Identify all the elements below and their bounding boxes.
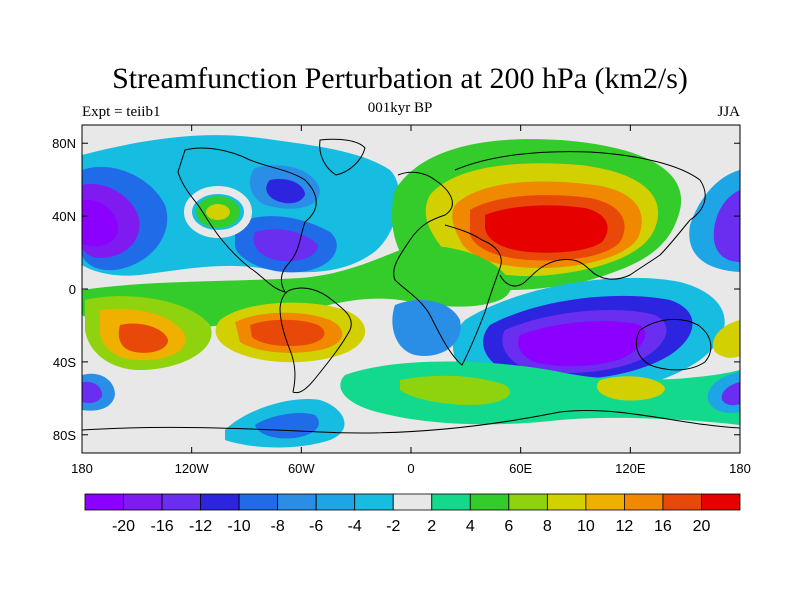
colorbar-swatch	[662, 493, 702, 511]
colorbar-swatch	[701, 493, 741, 511]
north-america-coast	[177, 147, 317, 293]
time-label: 001kyr BP	[367, 100, 433, 116]
lon-tick-label: 60E	[509, 461, 532, 476]
contour-field	[82, 125, 740, 453]
lat-tick-label: 80N	[52, 136, 76, 151]
lon-tick-label: 120E	[615, 461, 646, 476]
coastlines	[82, 138, 740, 434]
latitude-axis: 80N 40N 0 40S 80S	[52, 136, 740, 443]
north-pacific-core	[82, 199, 119, 247]
experiment-label: Expt = teiib1	[82, 104, 161, 120]
lat-tick-label: 40N	[52, 209, 76, 224]
antarctic-blue	[255, 413, 319, 439]
colorbar-swatch	[354, 493, 394, 511]
colorbar-label: -6	[309, 518, 323, 535]
north-america-low-inner	[253, 229, 318, 262]
asian-high-peak	[485, 205, 608, 253]
colorbar-label: 20	[693, 518, 711, 535]
lon-tick-label: 60W	[288, 461, 315, 476]
tasman-yellow	[712, 320, 740, 358]
australia-coast	[635, 318, 712, 371]
lon-tick-label: 180	[71, 461, 93, 476]
colorbar-label: 8	[543, 518, 552, 535]
colorbar-label: 2	[427, 518, 436, 535]
colorbar-label: 6	[504, 518, 513, 535]
south-indian-low-right-core	[721, 382, 740, 406]
colorbar-swatch	[123, 493, 163, 511]
colorbar-swatch	[431, 493, 471, 511]
season-label: JJA	[717, 104, 740, 120]
colorbar-label: 10	[577, 518, 595, 535]
colorbar-swatch	[546, 493, 587, 511]
lon-tick-label: 180	[729, 461, 751, 476]
colorbar-label: -2	[386, 518, 400, 535]
colorbar-swatch	[200, 493, 240, 511]
southern-indian-yellow	[596, 376, 665, 401]
colorbar-swatch	[585, 493, 625, 511]
colorbar-swatch	[161, 493, 201, 511]
colorbar-label: -12	[189, 518, 212, 535]
lon-tick-label: 0	[407, 461, 414, 476]
pacific-gray-ring	[184, 186, 252, 238]
asia-coast	[454, 151, 706, 287]
colorbar-label: 4	[466, 518, 475, 535]
colorbar-swatch	[508, 493, 548, 511]
colorbar-label: -4	[348, 518, 362, 535]
colorbar-label: -8	[271, 518, 285, 535]
south-america-high	[250, 319, 325, 347]
colorbar-swatch	[238, 493, 279, 511]
colorbar-label: 16	[654, 518, 672, 535]
australian-low-core	[518, 321, 646, 367]
south-pacific-low-left-core	[82, 381, 103, 404]
colorbar-label: -20	[112, 518, 135, 535]
lon-tick-label: 120W	[175, 461, 210, 476]
colorbar-swatch	[277, 493, 317, 511]
colorbar-swatch	[624, 493, 664, 511]
south-pacific-high	[118, 323, 168, 353]
colorbar-swatch	[84, 493, 124, 511]
colorbar-swatch	[315, 493, 356, 511]
lat-tick-label: 40S	[53, 355, 76, 370]
south-america-coast	[279, 287, 352, 394]
colorbar-label: -10	[228, 518, 251, 535]
colorbar-swatch	[469, 493, 510, 511]
lat-tick-label: 0	[69, 282, 76, 297]
west-pacific-low-inner	[713, 190, 740, 262]
colorbar: -20 -16 -12 -10 -8 -6 -4 -2 2 4 6 8 10 12 16 20	[84, 493, 741, 535]
colorbar-label: 12	[616, 518, 634, 535]
canada-low-inner	[266, 179, 305, 204]
indian-ocean-blue	[392, 300, 461, 356]
southern-ocean-yellow	[400, 375, 511, 405]
antarctica-coast	[82, 410, 740, 434]
greenland-coast	[319, 138, 366, 176]
map-title: Streamfunction Perturbation at 200 hPa (…	[112, 62, 688, 95]
longitude-axis: 180 120W 60W 0 60E 120E 180	[71, 125, 751, 476]
pacific-green-eddy-core	[206, 204, 230, 220]
colorbar-label: -16	[150, 518, 173, 535]
colorbar-swatch	[392, 493, 433, 511]
lat-tick-label: 80S	[53, 428, 76, 443]
europe-africa-coast	[393, 171, 502, 366]
